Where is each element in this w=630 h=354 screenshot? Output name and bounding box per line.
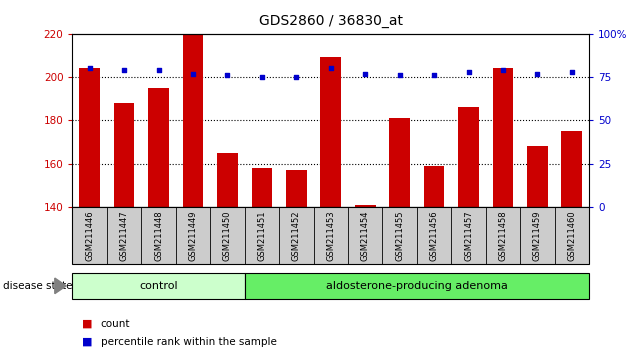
Point bbox=[84, 65, 94, 71]
Bar bbox=[493, 68, 513, 207]
Text: GSM211447: GSM211447 bbox=[120, 210, 129, 261]
Bar bbox=[458, 107, 479, 207]
Point bbox=[257, 74, 267, 80]
Text: GSM211453: GSM211453 bbox=[326, 210, 335, 261]
Bar bbox=[561, 131, 582, 207]
Bar bbox=[79, 68, 100, 207]
Bar bbox=[114, 103, 134, 207]
Bar bbox=[217, 153, 238, 207]
Point bbox=[532, 71, 542, 76]
Bar bbox=[148, 88, 169, 207]
Point bbox=[464, 69, 474, 75]
Text: GDS2860 / 36830_at: GDS2860 / 36830_at bbox=[259, 14, 403, 28]
Text: count: count bbox=[101, 319, 130, 329]
Point bbox=[498, 67, 508, 73]
Text: GSM211450: GSM211450 bbox=[223, 210, 232, 261]
Point bbox=[360, 71, 370, 76]
Text: GSM211452: GSM211452 bbox=[292, 210, 301, 261]
Point bbox=[222, 73, 232, 78]
Text: ■: ■ bbox=[82, 319, 93, 329]
Text: GSM211457: GSM211457 bbox=[464, 210, 473, 261]
Point bbox=[394, 73, 404, 78]
Text: GSM211455: GSM211455 bbox=[395, 210, 404, 261]
Bar bbox=[424, 166, 444, 207]
Text: percentile rank within the sample: percentile rank within the sample bbox=[101, 337, 277, 347]
Bar bbox=[355, 205, 375, 207]
Text: GSM211459: GSM211459 bbox=[533, 210, 542, 261]
Text: GSM211448: GSM211448 bbox=[154, 210, 163, 261]
Text: GSM211449: GSM211449 bbox=[188, 210, 197, 261]
Text: GSM211454: GSM211454 bbox=[361, 210, 370, 261]
Text: GSM211446: GSM211446 bbox=[85, 210, 94, 261]
Point bbox=[326, 65, 336, 71]
Text: GSM211456: GSM211456 bbox=[430, 210, 438, 261]
Text: control: control bbox=[139, 281, 178, 291]
Bar bbox=[527, 147, 547, 207]
Text: GSM211451: GSM211451 bbox=[258, 210, 266, 261]
Point bbox=[154, 67, 164, 73]
Text: GSM211458: GSM211458 bbox=[498, 210, 507, 261]
Point bbox=[291, 74, 301, 80]
Text: GSM211460: GSM211460 bbox=[568, 210, 576, 261]
Bar bbox=[183, 34, 203, 207]
Point bbox=[429, 73, 439, 78]
Bar bbox=[389, 118, 410, 207]
Point bbox=[119, 67, 129, 73]
Bar bbox=[251, 168, 272, 207]
Point bbox=[188, 71, 198, 76]
Text: disease state: disease state bbox=[3, 281, 72, 291]
Bar bbox=[286, 170, 307, 207]
Point bbox=[567, 69, 577, 75]
Bar bbox=[321, 57, 341, 207]
Text: aldosterone-producing adenoma: aldosterone-producing adenoma bbox=[326, 281, 508, 291]
Text: ■: ■ bbox=[82, 337, 93, 347]
